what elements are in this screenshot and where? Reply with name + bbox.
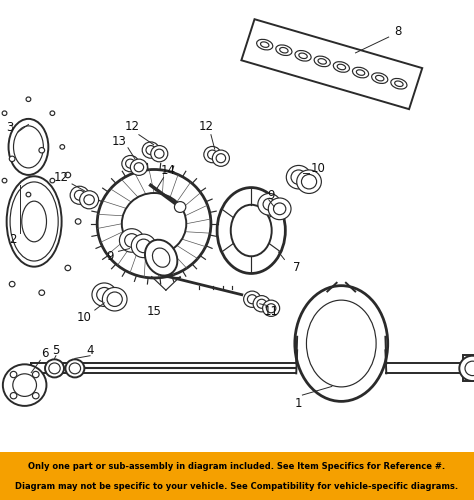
Circle shape bbox=[130, 159, 147, 176]
Circle shape bbox=[286, 166, 311, 189]
Circle shape bbox=[97, 170, 211, 278]
Circle shape bbox=[244, 291, 261, 308]
Text: 14: 14 bbox=[161, 164, 176, 177]
Ellipse shape bbox=[318, 58, 327, 64]
Circle shape bbox=[459, 356, 474, 381]
Text: 4: 4 bbox=[86, 344, 94, 357]
Circle shape bbox=[2, 178, 7, 183]
Circle shape bbox=[26, 192, 31, 197]
Ellipse shape bbox=[333, 62, 349, 72]
Circle shape bbox=[258, 194, 281, 215]
Circle shape bbox=[9, 282, 15, 287]
Circle shape bbox=[253, 296, 270, 312]
Ellipse shape bbox=[299, 53, 307, 59]
Text: Diagram may not be specific to your vehicle. See Compatibility for vehicle-speci: Diagram may not be specific to your vehi… bbox=[16, 482, 458, 491]
Text: 12: 12 bbox=[199, 120, 214, 133]
Circle shape bbox=[10, 392, 17, 399]
Circle shape bbox=[174, 202, 186, 212]
Circle shape bbox=[122, 193, 186, 254]
Circle shape bbox=[26, 97, 31, 102]
Circle shape bbox=[142, 142, 159, 158]
Bar bbox=[463, 356, 474, 382]
Circle shape bbox=[119, 228, 144, 252]
Ellipse shape bbox=[217, 188, 285, 274]
Circle shape bbox=[60, 144, 64, 149]
Text: 12: 12 bbox=[54, 170, 69, 183]
Circle shape bbox=[3, 364, 46, 406]
Circle shape bbox=[50, 178, 55, 183]
Circle shape bbox=[45, 360, 64, 378]
Text: Only one part or sub-assembly in diagram included. See Item Specifics for Refere: Only one part or sub-assembly in diagram… bbox=[28, 462, 446, 471]
Circle shape bbox=[268, 198, 291, 220]
Text: 12: 12 bbox=[124, 120, 139, 133]
Circle shape bbox=[297, 170, 321, 194]
Circle shape bbox=[39, 148, 45, 153]
Circle shape bbox=[32, 392, 39, 399]
Text: 2: 2 bbox=[9, 233, 17, 246]
Ellipse shape bbox=[295, 50, 311, 61]
Circle shape bbox=[151, 146, 168, 162]
Circle shape bbox=[65, 172, 71, 178]
Ellipse shape bbox=[314, 56, 330, 66]
Ellipse shape bbox=[256, 40, 273, 50]
Circle shape bbox=[92, 283, 117, 306]
Circle shape bbox=[65, 360, 84, 378]
Text: 5: 5 bbox=[52, 344, 60, 357]
Circle shape bbox=[212, 150, 229, 166]
Ellipse shape bbox=[375, 76, 384, 81]
Ellipse shape bbox=[353, 68, 369, 78]
Circle shape bbox=[263, 300, 280, 316]
Ellipse shape bbox=[276, 45, 292, 56]
Circle shape bbox=[122, 156, 139, 172]
Text: 7: 7 bbox=[292, 261, 300, 274]
Ellipse shape bbox=[295, 286, 388, 402]
Circle shape bbox=[2, 111, 7, 116]
Text: 13: 13 bbox=[112, 134, 127, 147]
Circle shape bbox=[75, 219, 81, 224]
Circle shape bbox=[131, 234, 156, 258]
Text: 10: 10 bbox=[77, 311, 92, 324]
Text: 9: 9 bbox=[106, 250, 114, 263]
Circle shape bbox=[39, 290, 45, 296]
Text: 10: 10 bbox=[311, 162, 326, 174]
Text: 6: 6 bbox=[41, 347, 49, 360]
Text: 8: 8 bbox=[394, 25, 402, 38]
Text: 15: 15 bbox=[146, 306, 162, 318]
Ellipse shape bbox=[337, 64, 346, 70]
Ellipse shape bbox=[145, 240, 177, 276]
Circle shape bbox=[9, 156, 15, 162]
Text: 3: 3 bbox=[6, 121, 13, 134]
Circle shape bbox=[80, 190, 99, 209]
Circle shape bbox=[10, 372, 17, 378]
Ellipse shape bbox=[372, 73, 388, 84]
Circle shape bbox=[102, 288, 127, 311]
Text: 1: 1 bbox=[295, 396, 302, 409]
Circle shape bbox=[65, 266, 71, 270]
Circle shape bbox=[204, 146, 221, 162]
Circle shape bbox=[70, 186, 89, 204]
Text: 9: 9 bbox=[267, 189, 275, 202]
Circle shape bbox=[50, 111, 55, 116]
Ellipse shape bbox=[356, 70, 365, 75]
Ellipse shape bbox=[9, 119, 48, 175]
Ellipse shape bbox=[395, 81, 403, 86]
Ellipse shape bbox=[261, 42, 269, 48]
Bar bbox=[241, 19, 422, 109]
Ellipse shape bbox=[280, 48, 288, 53]
Ellipse shape bbox=[7, 176, 62, 266]
Circle shape bbox=[32, 372, 39, 378]
Ellipse shape bbox=[391, 78, 407, 89]
Text: 11: 11 bbox=[264, 306, 279, 318]
